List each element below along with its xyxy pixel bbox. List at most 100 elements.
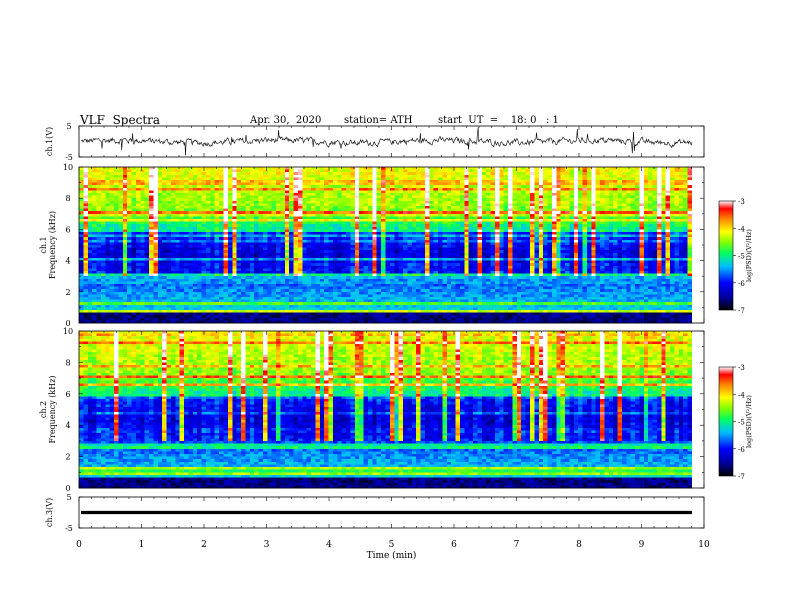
psd-cell xyxy=(127,221,132,225)
psd-cell xyxy=(236,195,242,199)
psd-cell xyxy=(424,203,430,207)
psd-cell xyxy=(127,195,132,199)
psd-cell xyxy=(464,232,470,235)
psd-cell xyxy=(87,242,93,246)
psd-cell xyxy=(245,247,251,251)
psd-cell xyxy=(661,232,667,235)
psd-cell xyxy=(389,203,395,207)
psd-cell xyxy=(100,232,106,235)
psd-cell xyxy=(205,255,211,259)
psd-cell xyxy=(100,172,106,176)
psd-cell xyxy=(578,169,583,173)
psd-cell xyxy=(446,208,452,212)
psd-cell xyxy=(547,180,553,183)
psd-cell xyxy=(490,172,496,176)
psd-cell xyxy=(354,187,360,191)
psd-cell xyxy=(346,182,351,186)
psd-cell xyxy=(354,221,360,225)
psd-cell xyxy=(258,247,264,251)
psd-cell xyxy=(367,234,373,238)
psd-cell xyxy=(245,242,251,246)
psd-cell xyxy=(661,229,667,233)
psd-cell xyxy=(665,216,671,220)
psd-cell xyxy=(284,177,290,181)
psd-cell xyxy=(372,198,378,202)
psd-cell xyxy=(604,252,610,256)
psd-cell xyxy=(674,208,680,212)
psd-cell xyxy=(499,172,505,176)
psd-cell xyxy=(503,211,509,215)
psd-cell xyxy=(481,229,487,233)
psd-cell xyxy=(324,224,329,228)
psd-cell xyxy=(630,213,636,217)
psd-cell xyxy=(608,167,614,170)
psd-cell xyxy=(586,252,592,256)
psd-cell xyxy=(385,167,391,170)
psd-cell xyxy=(205,242,211,246)
psd-cell xyxy=(648,193,653,196)
psd-cell xyxy=(521,203,527,207)
psd-cell xyxy=(494,213,500,217)
psd-cell xyxy=(79,242,84,246)
psd-cell xyxy=(420,242,426,246)
psd-cell xyxy=(197,174,202,178)
psd-cell xyxy=(332,187,338,191)
psd-cell xyxy=(490,182,496,186)
psd-cell xyxy=(547,169,553,173)
psd-cell xyxy=(560,250,566,254)
psd-cell xyxy=(582,190,588,194)
psd-cell xyxy=(643,198,649,202)
psd-cell xyxy=(162,187,167,191)
psd-cell xyxy=(665,250,671,254)
psd-cell xyxy=(420,232,426,235)
psd-cell xyxy=(346,190,351,194)
psd-cell xyxy=(297,203,303,207)
psd-cell xyxy=(621,216,627,220)
psd-cell xyxy=(363,172,369,176)
psd-cell xyxy=(403,252,408,256)
psd-cell xyxy=(556,172,562,176)
psd-cell xyxy=(416,211,421,215)
psd-cell xyxy=(359,234,365,238)
psd-cell xyxy=(486,234,491,238)
psd-cell xyxy=(670,239,675,243)
psd-cell xyxy=(446,182,452,186)
psd-cell xyxy=(210,255,216,259)
psd-cell xyxy=(411,177,417,181)
psd-cell xyxy=(302,190,308,194)
psd-cell xyxy=(284,221,290,225)
psd-cell xyxy=(354,219,360,222)
psd-cell xyxy=(626,195,632,199)
psd-cell xyxy=(267,250,273,254)
psd-cell xyxy=(280,221,286,225)
psd-cell xyxy=(394,226,400,230)
psd-cell xyxy=(376,247,382,251)
psd-cell xyxy=(433,216,439,220)
psd-cell xyxy=(643,213,649,217)
psd-cell xyxy=(87,167,93,170)
psd-cell xyxy=(494,224,500,228)
psd-cell xyxy=(289,242,294,246)
psd-cell xyxy=(411,252,417,256)
psd-cell xyxy=(210,224,216,228)
psd-cell xyxy=(604,250,610,254)
psd-cell xyxy=(350,174,356,178)
psd-cell xyxy=(538,169,544,173)
psd-cell xyxy=(219,187,224,191)
psd-cell xyxy=(311,185,316,189)
psd-cell xyxy=(582,229,588,233)
psd-cell xyxy=(652,226,658,230)
psd-cell xyxy=(464,245,470,248)
psd-cell xyxy=(315,198,321,202)
psd-cell xyxy=(595,208,601,212)
psd-cell xyxy=(179,203,185,207)
psd-cell xyxy=(315,180,321,183)
psd-cell xyxy=(385,213,391,217)
psd-cell xyxy=(582,206,588,209)
psd-cell xyxy=(297,216,303,220)
psd-cell xyxy=(481,242,487,246)
psd-cell xyxy=(626,169,632,173)
psd-cell xyxy=(188,232,194,235)
psd-cell xyxy=(630,169,636,173)
psd-cell xyxy=(438,193,443,196)
